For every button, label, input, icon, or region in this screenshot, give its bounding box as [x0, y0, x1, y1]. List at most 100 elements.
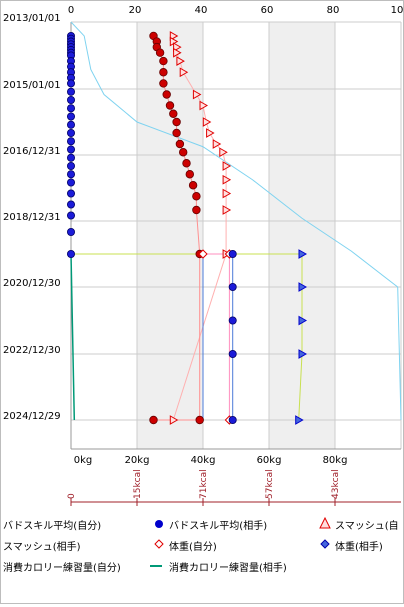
- date-tick-label: 2013/01/01: [3, 13, 61, 24]
- band-60-80: [269, 22, 335, 449]
- kcal-tick-label: 71kcal: [199, 469, 209, 499]
- smash-opp-point: [222, 174, 232, 185]
- smash-opp-point: [202, 117, 212, 127]
- date-tick-label: 2022/12/30: [3, 345, 61, 356]
- skill-opp-point: [228, 316, 237, 325]
- smash-opp-point: [169, 415, 179, 425]
- skill-opp-point: [228, 349, 237, 358]
- kcal-tick-label: 43kcal: [331, 469, 341, 499]
- kcal-self-line: [70, 253, 76, 421]
- skill-self-point: [67, 178, 76, 187]
- legend-diamond-outline-icon: [153, 538, 165, 553]
- legend-diamond-icon: [319, 538, 331, 553]
- kg-tick-label: 60kg: [257, 455, 282, 466]
- kg-tick-label: 40kg: [191, 455, 216, 466]
- top-tick-label: 60: [261, 5, 274, 16]
- skill-self-point: [67, 96, 76, 105]
- weight-self-point: [198, 249, 208, 259]
- smash-self-point: [178, 148, 188, 157]
- kg-tick-label: 80kg: [323, 455, 348, 466]
- legend-label-weight-opp: 体重(相手): [335, 542, 383, 553]
- kcal-opp-line: [70, 21, 402, 421]
- weight-opp-point: [298, 349, 308, 359]
- skill-opp-point: [228, 415, 237, 424]
- skill-self-point: [67, 170, 76, 179]
- legend-label-smash-opp: スマッシュ(相手): [3, 542, 81, 553]
- weight-opp-point: [298, 249, 308, 259]
- smash-self-line: [153, 35, 201, 421]
- smash-opp-point: [179, 67, 189, 78]
- smash-self-point: [195, 415, 204, 425]
- date-tick-label: 2018/12/31: [3, 212, 61, 223]
- smash-self-point: [169, 109, 178, 118]
- smash-opp-point: [222, 161, 232, 171]
- date-tick-label: 2016/12/31: [3, 146, 61, 157]
- smash-self-point: [175, 139, 185, 149]
- smash-self-point: [165, 101, 175, 110]
- smash-opp-point: [176, 56, 185, 66]
- smash-opp-point: [212, 139, 222, 149]
- skill-self-point: [67, 104, 76, 113]
- smash-self-point: [159, 56, 168, 66]
- skill-self-point: [67, 249, 76, 258]
- skill-opp-point: [228, 249, 237, 258]
- smash-opp-point: [173, 47, 182, 58]
- skill-self-point: [67, 200, 76, 209]
- date-tick-label: 2015/01/01: [3, 80, 61, 91]
- legend-circle-icon: [153, 517, 165, 532]
- smash-self-point: [185, 170, 194, 179]
- date-tick-label: 2024/12/29: [3, 411, 61, 422]
- smash-self-point: [155, 48, 165, 57]
- skill-self-point: [67, 112, 76, 121]
- smash-opp-point: [219, 147, 228, 158]
- top-tick-label: 40: [195, 5, 208, 16]
- skill-self-point: [67, 211, 76, 220]
- legend-label-kcal-opp: 消費カロリー練習量(相手): [169, 563, 287, 574]
- legend-label-smash-self: スマッシュ(自: [335, 521, 399, 532]
- smash-self-point: [192, 192, 201, 201]
- kg-tick-label: 0kg: [74, 455, 93, 466]
- smash-opp-point: [199, 100, 209, 111]
- legend-label-skill-opp: バドスキル平均(相手): [169, 521, 268, 532]
- weight-opp-point: [295, 415, 304, 425]
- skill-self-point: [67, 137, 76, 146]
- kg-tick-label: 20kg: [125, 455, 150, 466]
- smash-self-point: [172, 128, 181, 138]
- kcal-tick-label: 0: [67, 493, 77, 499]
- smash-opp-point: [206, 128, 215, 138]
- skill-opp-point: [228, 282, 237, 291]
- legend-label-weight-self: 体重(自分): [169, 542, 217, 553]
- legend-label-skill-self: バドスキル平均(自分): [3, 521, 102, 532]
- weight-opp-point: [298, 315, 308, 326]
- legend-label-kcal-self: 消費カロリー練習量(自分): [3, 563, 121, 574]
- skill-self-point: [67, 120, 76, 129]
- legend-line-icon: [149, 559, 163, 574]
- top-tick-label: 80: [327, 5, 340, 16]
- top-tick-label: 0: [68, 5, 74, 16]
- smash-opp-point: [222, 205, 232, 215]
- kcal-tick-label: 57kcal: [265, 469, 275, 499]
- smash-self-point: [188, 181, 198, 190]
- smash-opp-point: [222, 188, 232, 199]
- smash-self-point: [149, 415, 158, 425]
- smash-self-point: [172, 117, 181, 127]
- skill-self-point: [67, 87, 76, 96]
- smash-opp-point: [192, 89, 202, 100]
- top-tick-label: 10: [391, 5, 403, 16]
- legend-triangle-icon: [319, 516, 331, 532]
- skill-self-point: [67, 79, 76, 88]
- smash-opp-point: [169, 31, 179, 41]
- smash-opp-point: [173, 42, 182, 52]
- skill-self-point: [67, 128, 76, 137]
- kcal-tick-label: 15kcal: [133, 469, 143, 499]
- smash-self-point: [159, 79, 168, 88]
- smash-self-point: [162, 90, 171, 99]
- smash-self-point: [192, 205, 201, 215]
- smash-self-point: [182, 159, 191, 168]
- top-tick-label: 20: [129, 5, 142, 16]
- skill-self-point: [67, 145, 76, 154]
- weight-opp-point: [298, 282, 308, 292]
- date-tick-label: 2020/12/30: [3, 278, 61, 289]
